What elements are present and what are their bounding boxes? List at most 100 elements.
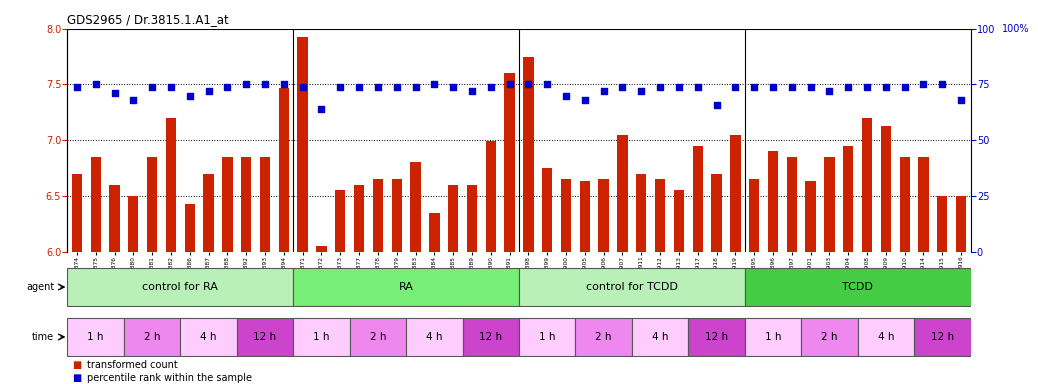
Bar — [579, 181, 590, 252]
Text: 4 h: 4 h — [426, 332, 442, 342]
Text: 4 h: 4 h — [652, 332, 668, 342]
Point — [313, 106, 330, 112]
Point — [275, 81, 292, 88]
Point — [426, 81, 442, 88]
Y-axis label: 100%: 100% — [1002, 24, 1030, 34]
Bar — [618, 135, 628, 252]
Text: 2 h: 2 h — [144, 332, 161, 342]
Text: 12 h: 12 h — [931, 332, 954, 342]
Bar — [956, 196, 966, 252]
Bar — [278, 88, 289, 252]
Bar — [745, 268, 971, 306]
Point — [351, 84, 367, 90]
Text: control for RA: control for RA — [142, 282, 218, 292]
Bar — [486, 141, 496, 252]
Point — [445, 84, 462, 90]
Point — [407, 84, 424, 90]
Bar — [805, 181, 816, 252]
Point — [802, 84, 819, 90]
Point — [727, 84, 743, 90]
Bar — [373, 179, 383, 252]
Text: TCDD: TCDD — [842, 282, 873, 292]
Point — [295, 84, 311, 90]
Text: 12 h: 12 h — [253, 332, 276, 342]
Text: 12 h: 12 h — [705, 332, 728, 342]
Bar — [185, 204, 195, 252]
Point — [557, 93, 574, 99]
Point — [520, 81, 537, 88]
Bar — [787, 157, 797, 252]
Bar — [260, 157, 270, 252]
Bar — [317, 246, 327, 252]
Bar — [354, 185, 364, 252]
Text: 1 h: 1 h — [765, 332, 782, 342]
Bar — [632, 318, 688, 356]
Text: control for TCDD: control for TCDD — [585, 282, 678, 292]
Bar — [124, 318, 181, 356]
Text: 12 h: 12 h — [480, 332, 502, 342]
Point — [87, 81, 104, 88]
Text: GDS2965 / Dr.3815.1.A1_at: GDS2965 / Dr.3815.1.A1_at — [67, 13, 229, 26]
Bar — [90, 157, 101, 252]
Bar — [147, 157, 158, 252]
Text: transformed count: transformed count — [87, 360, 179, 370]
Bar — [523, 56, 534, 252]
Point — [746, 84, 763, 90]
Bar — [843, 146, 853, 252]
Bar — [203, 174, 214, 252]
Point — [633, 88, 650, 94]
Bar — [711, 174, 721, 252]
Bar — [745, 318, 801, 356]
Bar — [504, 73, 515, 252]
Point — [106, 90, 122, 96]
Bar — [109, 185, 119, 252]
Bar — [467, 185, 477, 252]
Point — [163, 84, 180, 90]
Point — [370, 84, 386, 90]
Bar — [298, 36, 308, 252]
Bar — [824, 157, 835, 252]
Bar — [674, 190, 684, 252]
Bar — [857, 318, 914, 356]
Bar — [350, 318, 406, 356]
Point — [576, 97, 593, 103]
Point — [256, 81, 273, 88]
Bar — [463, 318, 519, 356]
Point — [765, 84, 782, 90]
Point — [332, 84, 349, 90]
Point — [144, 84, 161, 90]
Text: 1 h: 1 h — [313, 332, 330, 342]
Point — [464, 88, 481, 94]
Point — [483, 84, 499, 90]
Bar — [880, 126, 891, 252]
Bar — [72, 174, 82, 252]
Bar — [410, 162, 420, 252]
Point — [652, 84, 668, 90]
Bar — [655, 179, 665, 252]
Bar — [293, 268, 519, 306]
Bar — [519, 318, 575, 356]
Point — [614, 84, 631, 90]
Point — [953, 97, 969, 103]
Point — [708, 101, 725, 108]
Text: 4 h: 4 h — [200, 332, 217, 342]
Bar — [862, 118, 872, 252]
Point — [219, 84, 236, 90]
Text: 2 h: 2 h — [370, 332, 386, 342]
Point — [182, 93, 198, 99]
Bar — [937, 196, 948, 252]
Bar — [599, 179, 609, 252]
Bar — [429, 213, 439, 252]
Bar — [801, 318, 857, 356]
Text: agent: agent — [26, 282, 54, 292]
Bar — [391, 179, 402, 252]
Point — [689, 84, 706, 90]
Text: RA: RA — [399, 282, 413, 292]
Bar — [293, 318, 350, 356]
Point — [840, 84, 856, 90]
Bar — [67, 318, 124, 356]
Bar — [768, 151, 778, 252]
Bar — [561, 179, 571, 252]
Bar — [730, 135, 740, 252]
Text: 2 h: 2 h — [596, 332, 612, 342]
